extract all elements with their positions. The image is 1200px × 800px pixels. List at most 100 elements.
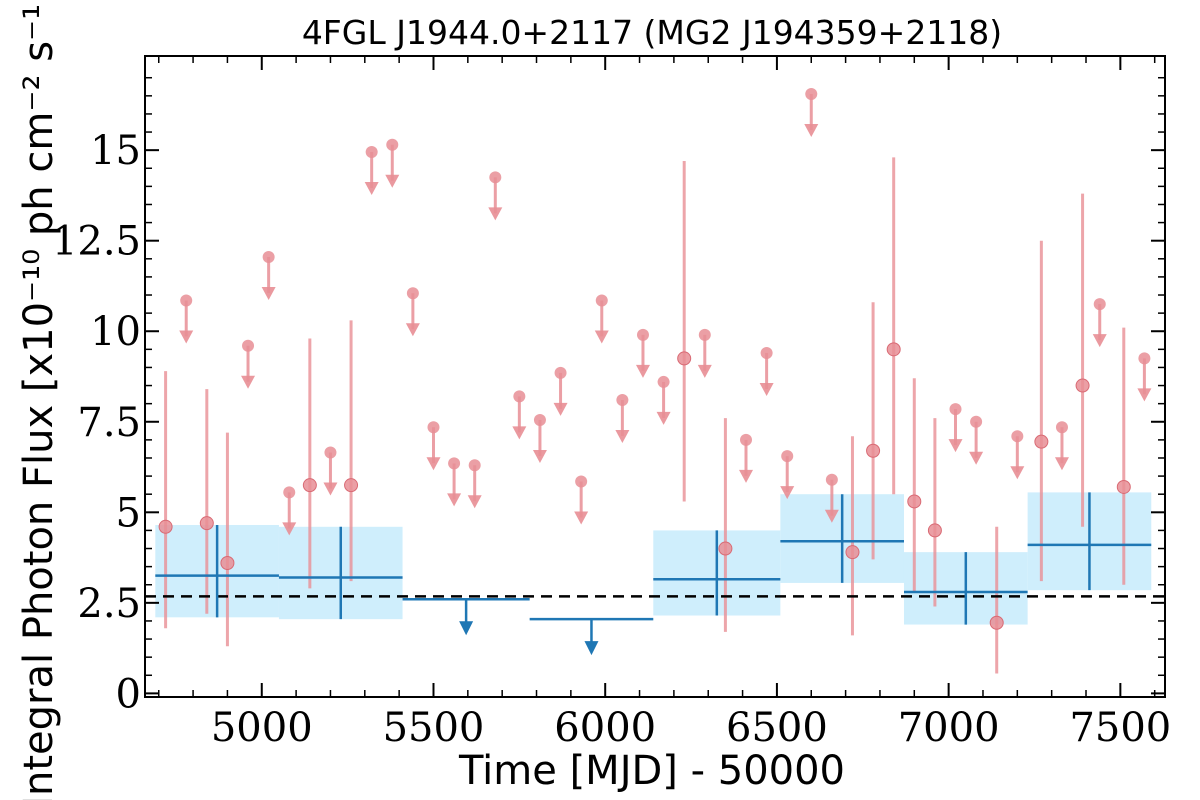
- short-bin-upper-limit-arrow: [532, 449, 547, 463]
- short-bin-upper-limit-arrow: [488, 207, 503, 221]
- short-bin-upper-limit-point: [324, 446, 337, 459]
- short-bin-upper-limit-point: [242, 339, 255, 352]
- short-bin-upper-limit-point: [448, 457, 461, 470]
- short-bin-upper-limit-arrow: [739, 469, 754, 483]
- short-bin-point: [677, 351, 692, 366]
- short-bin-upper-limit-arrow: [261, 286, 276, 300]
- long-bin-upper-limit-arrow: [584, 641, 599, 656]
- short-bin-upper-limit-point: [636, 328, 649, 341]
- short-bin-upper-limit-point: [949, 403, 962, 416]
- short-bin-upper-limit-point: [1011, 430, 1024, 443]
- y-tick-label: 0: [116, 671, 141, 717]
- y-axis-label: Integral Photon Flux [x10⁻¹⁰ ph cm⁻² s⁻¹…: [16, 0, 62, 800]
- short-bin-upper-limit-point: [533, 413, 546, 426]
- short-bin-upper-limit-point: [698, 328, 711, 341]
- short-bin-point: [1075, 378, 1090, 393]
- short-bin-upper-limit-arrow: [447, 493, 462, 507]
- short-bin-upper-limit-point: [427, 421, 440, 434]
- short-bin-upper-limit-point: [805, 88, 818, 101]
- short-bin-upper-limit-point: [1138, 352, 1151, 365]
- short-bin-upper-limit-arrow: [282, 522, 297, 536]
- short-bin-upper-limit-arrow: [553, 402, 568, 416]
- short-bin-upper-limit-point: [781, 450, 794, 463]
- short-bin-point: [886, 342, 901, 357]
- short-bin-upper-limit-arrow: [574, 511, 589, 525]
- short-bin-upper-limit-arrow: [780, 486, 795, 500]
- short-bin-point: [1034, 434, 1049, 449]
- short-bin-upper-limit-arrow: [948, 439, 963, 453]
- short-bin-upper-limit-arrow: [385, 174, 400, 188]
- short-bin-point: [927, 523, 942, 538]
- y-tick-label: 5: [116, 490, 141, 536]
- short-bin-point: [1116, 479, 1131, 494]
- plot-area: [145, 88, 1165, 674]
- short-bin-upper-limit-point: [575, 475, 588, 488]
- short-bin-upper-limit-point: [970, 415, 983, 428]
- short-bin-point: [866, 443, 881, 458]
- short-bin-upper-limit-arrow: [635, 364, 650, 378]
- plot-frame: [144, 55, 1166, 698]
- short-bin-upper-limit-arrow: [241, 375, 256, 389]
- short-bin-upper-limit-point: [1093, 298, 1106, 311]
- short-bin-point: [845, 545, 860, 560]
- short-bin-point: [718, 541, 733, 556]
- long-bin-upper-limit-arrow: [459, 621, 474, 636]
- short-bin-upper-limit-arrow: [697, 364, 712, 378]
- chart-title: 4FGL J1944.0+2117 (MG2 J194359+2118): [302, 13, 1002, 52]
- short-bin-upper-limit-point: [386, 138, 399, 151]
- short-bin-upper-limit-arrow: [759, 382, 774, 396]
- short-bin-upper-limit-point: [825, 473, 838, 486]
- short-bin-point: [989, 615, 1004, 630]
- short-bin-upper-limit-arrow: [405, 323, 420, 337]
- x-tick-label: 7500: [1069, 705, 1171, 751]
- y-tick-label: 15: [90, 128, 141, 174]
- short-bin-upper-limit-point: [262, 250, 275, 263]
- short-bin-point: [199, 516, 214, 531]
- short-bin-upper-limit-point: [657, 375, 670, 388]
- short-bin-upper-limit-arrow: [512, 426, 527, 440]
- short-bin-upper-limit-arrow: [364, 181, 379, 195]
- short-bin-upper-limit-arrow: [1092, 334, 1107, 348]
- short-bin-upper-limit-arrow: [824, 509, 839, 523]
- short-bin-upper-limit-arrow: [1137, 388, 1152, 402]
- x-tick-label: 6500: [726, 705, 828, 751]
- short-bin-upper-limit-point: [595, 294, 608, 307]
- short-bin-point: [344, 478, 359, 493]
- x-tick-label: 5500: [383, 705, 485, 751]
- short-bin-upper-limit-point: [283, 486, 296, 499]
- short-bin-upper-limit-arrow: [615, 430, 630, 444]
- short-bin-upper-limit-arrow: [1054, 457, 1069, 471]
- short-bin-upper-limit-arrow: [426, 457, 441, 471]
- short-bin-upper-limit-arrow: [656, 411, 671, 425]
- short-bin-upper-limit-point: [513, 390, 526, 403]
- short-bin-upper-limit-point: [616, 394, 629, 407]
- short-bin-upper-limit-point: [489, 171, 502, 184]
- short-bin-upper-limit-point: [365, 145, 378, 158]
- x-tick-label: 7000: [898, 705, 1000, 751]
- x-tick-label: 6000: [554, 705, 656, 751]
- short-bin-upper-limit-arrow: [323, 482, 338, 496]
- short-bin-upper-limit-arrow: [467, 495, 482, 509]
- short-bin-upper-limit-point: [760, 346, 773, 359]
- y-tick-label: 10: [90, 309, 141, 355]
- y-tick-label: 12.5: [52, 219, 141, 265]
- short-bin-upper-limit-point: [468, 459, 481, 472]
- y-tick-label: 7.5: [77, 400, 141, 446]
- short-bin-upper-limit-arrow: [1010, 466, 1025, 480]
- short-bin-upper-limit-point: [1055, 421, 1068, 434]
- x-tick-label: 5000: [211, 705, 313, 751]
- short-bin-upper-limit-point: [406, 287, 419, 300]
- short-bin-upper-limit-point: [180, 294, 193, 307]
- short-bin-upper-limit-arrow: [969, 451, 984, 465]
- axis-ticks: 5000 5500 6000 6500 7000 7500 0 2.5 5 7.5 10 12.5 15: [52, 55, 1171, 751]
- short-bin-upper-limit-arrow: [594, 330, 609, 344]
- short-bin-upper-limit-arrow: [804, 124, 819, 138]
- x-axis-label: Time [MJD] - 50000: [458, 748, 845, 794]
- short-bin-upper-limit-point: [554, 366, 567, 379]
- short-bin-upper-limit-arrow: [179, 330, 194, 344]
- short-bin-point: [158, 519, 173, 534]
- y-tick-label: 2.5: [77, 581, 141, 627]
- short-bin-point: [302, 478, 317, 493]
- short-bin-upper-limit-point: [740, 433, 753, 446]
